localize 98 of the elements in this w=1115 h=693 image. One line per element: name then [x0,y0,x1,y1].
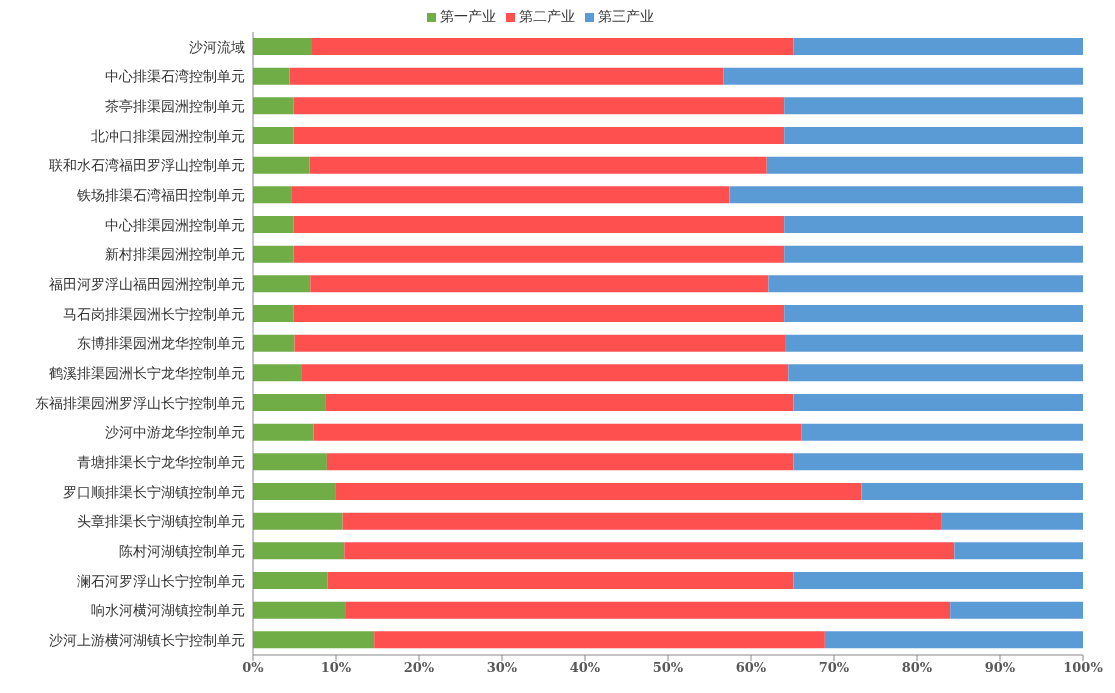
x-tick-label: 50% [652,660,684,676]
x-tick-label: 100% [1063,660,1104,676]
bar [253,364,302,382]
bar [301,364,789,382]
x-tick-label: 80% [901,660,933,676]
bar [941,512,1083,530]
bar [309,156,767,174]
bar [253,127,294,144]
bar [723,67,1083,85]
x-tick-label: 70% [818,660,850,676]
bar [253,601,346,619]
bar [294,334,786,352]
bar [253,245,294,263]
y-tick-label: 中心排渠园洲控制单元 [105,216,245,233]
legend-label: 第三产业 [598,8,654,24]
y-tick-label: 头章排渠长宁湖镇控制单元 [77,513,245,530]
x-tick-label: 10% [320,660,352,676]
bar [729,186,1083,204]
y-tick-label: 鹤溪排渠园洲长宁龙华控制单元 [49,365,245,382]
bar [253,334,295,352]
bar [253,67,290,85]
bar [327,572,794,589]
bar [784,305,1083,322]
bar [766,156,1083,174]
bar [313,423,802,441]
y-tick-label: 福田河罗浮山福田园洲控制单元 [49,276,245,293]
x-tick-label: 90% [984,660,1016,676]
bar [253,216,294,233]
bar [793,453,1083,471]
bar [374,631,825,649]
bar [325,394,794,411]
y-tick-label: 中心排渠石湾控制单元 [105,68,245,85]
y-tick-label: 东博排渠园洲龙华控制单元 [77,335,245,352]
x-tick-label: 30% [486,660,518,676]
bar [253,38,312,55]
bar [253,483,336,500]
x-tick-label: 0% [242,660,265,676]
y-tick-label: 沙河上游横河湖镇长宁控制单元 [49,632,245,649]
bar [793,394,1083,411]
y-tick-label: 茶亭排渠园洲控制单元 [105,98,245,115]
bar [253,186,292,204]
bar [785,334,1083,352]
bar [253,97,294,115]
bar [784,216,1083,233]
bar [253,423,314,441]
y-tick-label: 沙河中游龙华控制单元 [105,424,245,441]
bar [293,216,785,233]
bar [824,631,1083,649]
y-tick-label: 马石岗排渠园洲长宁控制单元 [63,305,245,322]
x-tick-label: 40% [569,660,601,676]
bar [291,186,730,204]
bar [253,394,326,411]
bar [310,275,769,293]
bar [253,275,311,293]
bar [253,542,345,560]
bar [253,453,327,471]
bar [950,601,1083,619]
bar [793,38,1083,55]
bar [293,305,785,322]
bar [293,245,785,263]
bar [253,512,343,530]
y-tick-label: 罗口顺排渠长宁湖镇控制单元 [63,483,245,500]
bar [253,631,375,649]
legend-label: 第一产业 [440,8,496,24]
bar [784,245,1083,263]
bar [311,38,794,55]
x-tick-label: 20% [403,660,435,676]
y-tick-label: 联和水石湾福田罗浮山控制单元 [49,157,245,174]
x-tick-label: 60% [735,660,767,676]
bar [768,275,1083,293]
bar [788,364,1083,382]
y-tick-label: 新村排渠园洲控制单元 [105,246,245,263]
bar [342,512,942,530]
y-tick-label: 铁场排渠石湾福田控制单元 [76,187,245,204]
legend-label: 第二产业 [519,8,575,24]
y-tick-label: 响水河横河湖镇控制单元 [91,602,245,619]
bar [326,453,794,471]
y-tick-label: 沙河流域 [189,38,245,55]
bar [344,542,955,560]
bar [253,305,294,322]
bar [345,601,951,619]
y-tick-label: 陈村河湖镇控制单元 [119,543,245,560]
bar [954,542,1083,560]
bar [784,127,1083,144]
bar [289,67,724,85]
bar [293,127,785,144]
y-tick-label: 澜石河罗浮山长宁控制单元 [77,572,245,589]
bar [861,483,1083,500]
bar [801,423,1083,441]
y-tick-label: 东福排渠园洲罗浮山长宁控制单元 [35,394,245,411]
bar [335,483,862,500]
bar [784,97,1083,115]
y-tick-label: 青塘排渠长宁龙华控制单元 [77,454,245,471]
bar [253,572,328,589]
bar [253,156,310,174]
bar [793,572,1083,589]
y-tick-label: 北冲口排渠园洲控制单元 [91,127,245,144]
bar [293,97,785,115]
